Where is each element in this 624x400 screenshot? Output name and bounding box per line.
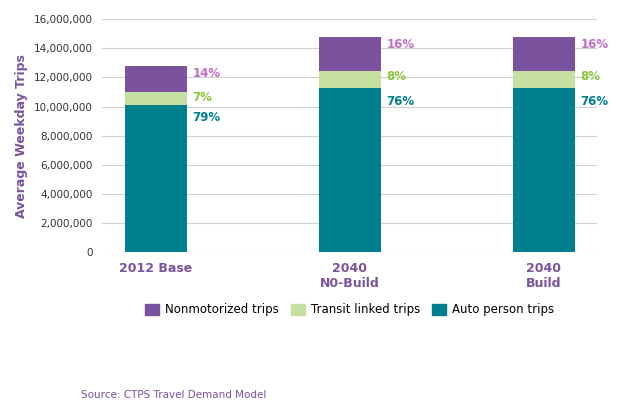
Bar <box>125 105 187 252</box>
Bar <box>513 71 575 88</box>
Bar <box>319 88 381 252</box>
Text: 7%: 7% <box>193 91 213 104</box>
Y-axis label: Average Weekday Trips: Average Weekday Trips <box>15 54 28 218</box>
Text: 16%: 16% <box>580 38 608 51</box>
Bar <box>125 66 187 92</box>
Text: Source: CTPS Travel Demand Model: Source: CTPS Travel Demand Model <box>81 390 266 400</box>
Text: 16%: 16% <box>387 38 415 51</box>
Bar <box>125 92 187 105</box>
Bar <box>513 88 575 252</box>
Text: 8%: 8% <box>387 70 407 83</box>
Text: 14%: 14% <box>193 67 221 80</box>
Text: 79%: 79% <box>193 112 221 124</box>
Legend: Nonmotorized trips, Transit linked trips, Auto person trips: Nonmotorized trips, Transit linked trips… <box>140 299 559 321</box>
Bar <box>319 71 381 88</box>
Bar <box>513 36 575 71</box>
Text: 76%: 76% <box>580 95 608 108</box>
Text: 8%: 8% <box>580 70 600 83</box>
Text: 76%: 76% <box>387 95 415 108</box>
Bar <box>319 36 381 71</box>
